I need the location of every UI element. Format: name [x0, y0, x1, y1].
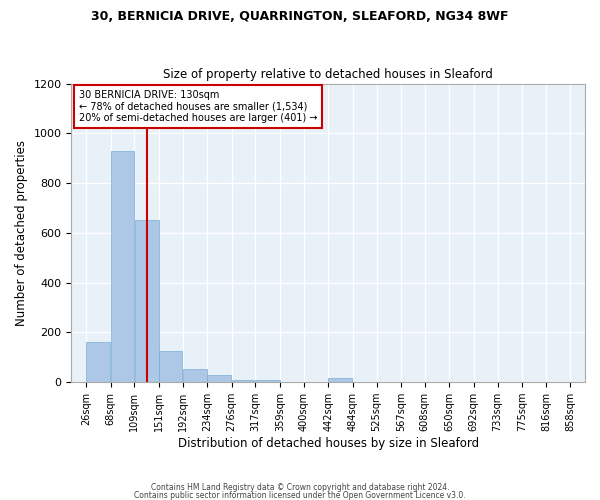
Bar [134, 220, 158, 382]
Text: Contains public sector information licensed under the Open Government Licence v3: Contains public sector information licen… [134, 491, 466, 500]
Bar [328, 378, 352, 382]
Bar [183, 368, 207, 382]
X-axis label: Distribution of detached houses by size in Sleaford: Distribution of detached houses by size … [178, 437, 479, 450]
Title: Size of property relative to detached houses in Sleaford: Size of property relative to detached ho… [163, 68, 493, 81]
Text: Contains HM Land Registry data © Crown copyright and database right 2024.: Contains HM Land Registry data © Crown c… [151, 484, 449, 492]
Bar [232, 380, 255, 382]
Bar [86, 342, 110, 382]
Bar [256, 380, 280, 382]
Bar [159, 351, 182, 382]
Y-axis label: Number of detached properties: Number of detached properties [15, 140, 28, 326]
Bar [208, 376, 232, 382]
Text: 30 BERNICIA DRIVE: 130sqm
← 78% of detached houses are smaller (1,534)
20% of se: 30 BERNICIA DRIVE: 130sqm ← 78% of detac… [79, 90, 317, 122]
Bar [111, 151, 134, 382]
Text: 30, BERNICIA DRIVE, QUARRINGTON, SLEAFORD, NG34 8WF: 30, BERNICIA DRIVE, QUARRINGTON, SLEAFOR… [91, 10, 509, 23]
